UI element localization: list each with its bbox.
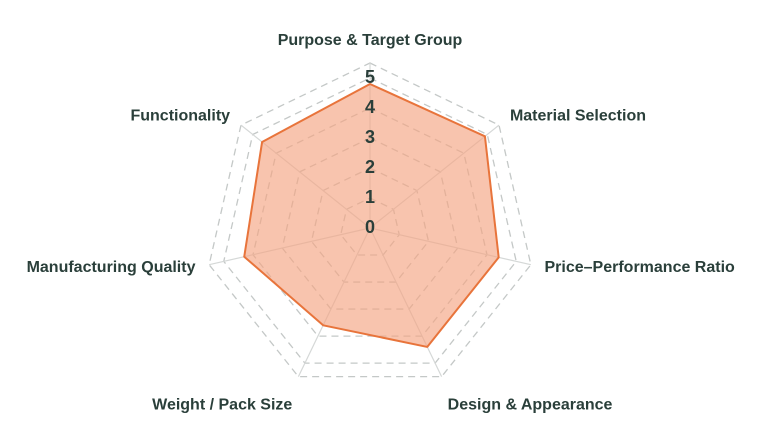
category-label: Functionality [130, 108, 230, 125]
category-label: Purpose & Target Group [278, 32, 463, 49]
tick-label: 0 [365, 217, 375, 237]
tick-label: 5 [365, 67, 375, 87]
tick-label: 2 [365, 157, 375, 177]
category-label: Material Selection [510, 108, 646, 125]
tick-label: 1 [365, 187, 375, 207]
tick-label: 4 [365, 97, 375, 117]
data-area [243, 83, 500, 348]
category-label: Price–Performance Ratio [545, 259, 736, 276]
tick-label: 3 [365, 127, 375, 147]
category-label: Weight / Pack Size [152, 396, 292, 413]
category-label: Design & Appearance [448, 396, 613, 413]
grid-ring [223, 77, 517, 364]
category-label: Manufacturing Quality [27, 259, 196, 276]
